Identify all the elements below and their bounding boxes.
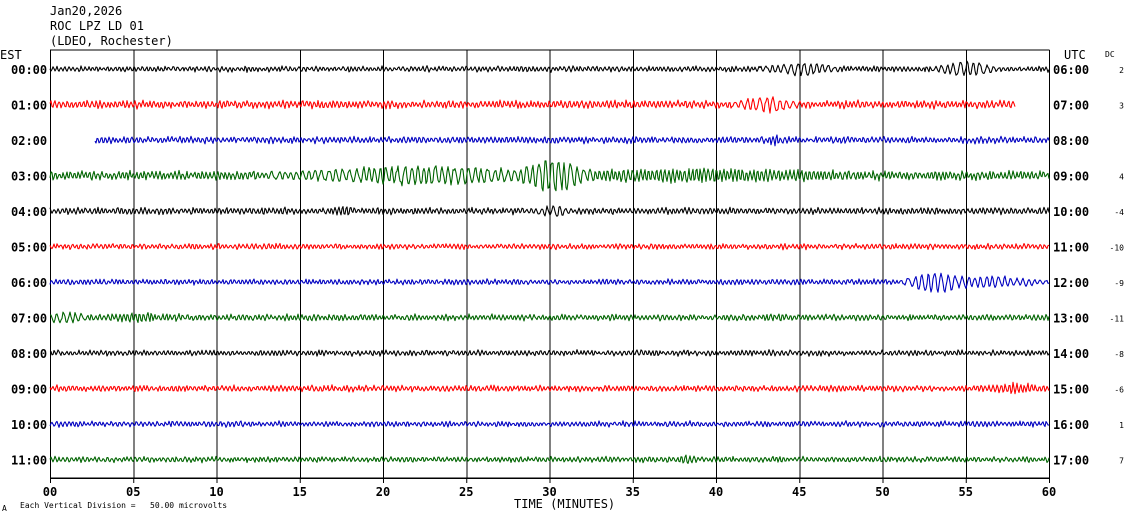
dc-value: 2 (1119, 66, 1124, 75)
trace-line (49, 311, 1050, 324)
est-label: 01:00 (11, 99, 47, 113)
est-label: 03:00 (11, 170, 47, 184)
grid-lines (50, 49, 1050, 479)
est-label: 09:00 (11, 383, 47, 397)
trace-line (49, 242, 1050, 251)
utc-label: 08:00 (1053, 134, 1089, 148)
trace-line (49, 420, 1050, 428)
est-label: 06:00 (11, 276, 47, 290)
right-axis-title: UTC (1064, 48, 1086, 62)
dc-value: 7 (1119, 457, 1124, 466)
x-tick-label: 10 (209, 485, 223, 499)
utc-label: 12:00 (1053, 276, 1089, 290)
header-date: Jan20,2026 (50, 4, 123, 18)
trace-line (49, 272, 1050, 293)
utc-label: 09:00 (1053, 170, 1089, 184)
dc-value: -8 (1114, 350, 1124, 359)
dc-value: -11 (1110, 315, 1125, 324)
dc-title: DC (1105, 50, 1115, 59)
trace-line (49, 60, 1050, 77)
utc-label: 07:00 (1053, 99, 1089, 113)
utc-label: 15:00 (1053, 383, 1089, 397)
x-tick-label: 05 (126, 485, 140, 499)
trace-line (49, 96, 1016, 114)
x-axis-label: TIME (MINUTES) (514, 497, 615, 511)
x-tick-label: 30 (542, 485, 556, 499)
x-tick-label: 35 (626, 485, 640, 499)
trace-line (49, 349, 1050, 357)
x-tick-label: 15 (293, 485, 307, 499)
est-label: 08:00 (11, 347, 47, 361)
header-station: ROC LPZ LD 01 (50, 19, 144, 33)
dc-value: -10 (1110, 244, 1125, 253)
dc-value: -6 (1114, 386, 1124, 395)
trace-line (49, 381, 1050, 395)
utc-label: 17:00 (1053, 454, 1089, 468)
x-tick-label: 55 (959, 485, 973, 499)
trace-group (49, 60, 1050, 464)
x-tick-label: 25 (459, 485, 473, 499)
trace-line (94, 134, 1050, 147)
utc-label: 11:00 (1053, 241, 1089, 255)
left-axis-title: EST (0, 48, 22, 62)
dc-value: 4 (1119, 173, 1124, 182)
dc-value: 1 (1119, 421, 1124, 430)
est-label: 10:00 (11, 418, 47, 432)
dc-value: 3 (1119, 102, 1124, 111)
dc-value: -4 (1114, 208, 1124, 217)
x-tick-label: 45 (792, 485, 806, 499)
trace-line (49, 160, 1050, 192)
x-axis: 00 05 10 15 20 25 30 35 40 45 50 55 60 (43, 478, 1056, 499)
utc-label: 16:00 (1053, 418, 1089, 432)
x-tick-label: 50 (875, 485, 889, 499)
est-label: 04:00 (11, 205, 47, 219)
x-tick-label: 20 (376, 485, 390, 499)
row-labels: 00:00 06:00 2 01:00 07:00 3 02:00 08:00 03:00 09:… (11, 63, 1124, 468)
x-tick-label: 60 (1042, 485, 1056, 499)
utc-label: 06:00 (1053, 63, 1089, 77)
trace-line (49, 454, 1050, 464)
footer-mark: A (2, 504, 7, 513)
utc-label: 10:00 (1053, 205, 1089, 219)
est-label: 05:00 (11, 241, 47, 255)
trace-line (49, 205, 1050, 217)
est-label: 00:00 (11, 63, 47, 77)
est-label: 07:00 (11, 312, 47, 326)
x-tick-label: 00 (43, 485, 57, 499)
utc-label: 14:00 (1053, 347, 1089, 361)
x-tick-label: 40 (709, 485, 723, 499)
header-network: (LDEO, Rochester) (50, 34, 173, 48)
utc-label: 13:00 (1053, 312, 1089, 326)
est-label: 02:00 (11, 134, 47, 148)
dc-value: -9 (1114, 279, 1124, 288)
footer-note: Each Vertical Division = 50.00 microvolt… (20, 501, 227, 510)
est-label: 11:00 (11, 454, 47, 468)
